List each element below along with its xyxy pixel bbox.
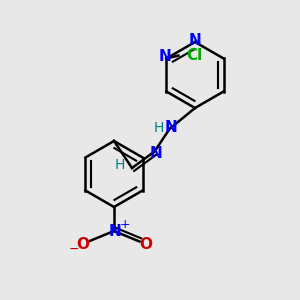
Text: H: H <box>154 121 164 134</box>
Text: N: N <box>150 146 162 160</box>
Text: +: + <box>119 218 130 232</box>
Text: N: N <box>165 120 177 135</box>
Text: N: N <box>189 33 201 48</box>
Text: −: − <box>68 242 79 256</box>
Text: N: N <box>109 224 122 238</box>
Text: H: H <box>115 158 125 172</box>
Text: Cl: Cl <box>186 48 202 63</box>
Text: O: O <box>76 237 89 252</box>
Text: O: O <box>139 237 152 252</box>
Text: N: N <box>158 50 171 64</box>
